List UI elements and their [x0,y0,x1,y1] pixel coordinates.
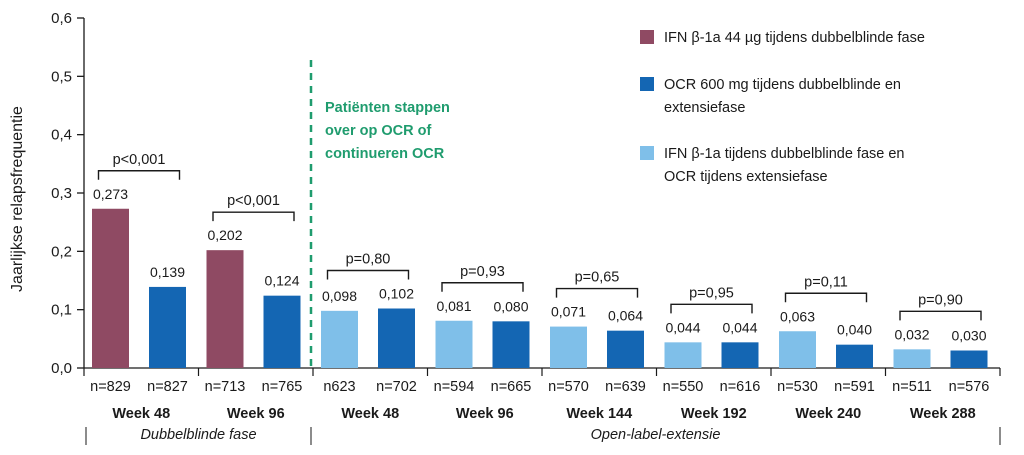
bar-ocr [263,295,301,368]
y-tick-label: 0,4 [51,127,72,144]
y-axis-label: Jaarlijkse relapsfrequentie [9,106,26,292]
week-label: Week 96 [456,406,514,422]
n-label: n=591 [834,379,875,395]
y-tick-label: 0,3 [51,185,72,202]
n-label: n=765 [262,379,303,395]
data-label: 0,040 [837,322,872,338]
week-label: Week 48 [112,406,170,422]
y-tick-label: 0,6 [51,10,72,27]
p-value-bracket [899,310,982,321]
p-value-bracket [97,170,181,180]
data-label: 0,080 [493,298,528,314]
y-tick-label: 0,0 [51,360,72,377]
switch-note-line: continueren OCR [325,146,445,162]
week-label: Week 192 [681,406,747,422]
n-label: n=511 [892,379,932,395]
switch-note-line: Patiënten stappen [325,100,450,116]
y-tick-label: 0,2 [51,243,72,260]
data-label: 0,139 [150,264,185,280]
n-label: n=550 [663,379,704,395]
n-label: n=530 [777,379,818,395]
legend-label: IFN β-1a tijdens dubbelblinde fase en [664,146,905,162]
p-value-bracket [326,269,410,280]
bar-ifn [206,250,244,368]
week-label: Week 144 [566,406,632,422]
p-value-label: p=0,11 [804,274,848,290]
week-label: Week 240 [795,406,861,422]
legend-label: OCR 600 mg tijdens dubbelblinde en [664,77,901,93]
p-value-bracket [670,303,753,314]
week-label: Week 288 [910,406,976,422]
p-value-bracket [555,287,639,298]
data-label: 0,044 [722,319,757,335]
legend-label: IFN β-1a 44 µg tijdens dubbelblinde fase [664,30,925,46]
legend-swatch-ocr [640,77,654,91]
bar-ifn_ocr [550,326,587,368]
legend-label: OCR tijdens extensiefase [664,169,828,185]
data-label: 0,030 [951,328,986,344]
data-label: 0,124 [264,273,299,289]
phase-label: Open-label-extensie [591,427,721,443]
p-value-label: p=0,93 [460,264,505,280]
week-label: Week 48 [341,406,399,422]
bar-ifn [92,208,129,368]
bar-ocr [836,344,873,368]
p-value-label: p<0,001 [113,152,166,168]
bar-ifn_ocr [435,320,473,368]
n-label: n=570 [548,379,589,395]
p-value-label: p=0,95 [689,285,734,301]
data-label: 0,071 [551,304,586,320]
n-label: n=576 [949,379,990,395]
data-label: 0,032 [894,326,929,342]
data-label: 0,202 [207,227,242,243]
data-label: 0,081 [436,298,471,314]
n-label: n=639 [605,379,646,395]
data-label: 0,098 [322,288,357,304]
week-label: Week 96 [227,406,285,422]
n-label: n=594 [434,379,475,395]
bar-ocr [149,286,186,368]
data-label: 0,064 [608,308,643,324]
n-label: n=713 [205,379,246,395]
bar-ifn_ocr [321,310,358,368]
bar-ocr [607,330,644,368]
data-label: 0,044 [665,319,700,335]
switch-note-line: over op OCR of [325,123,432,139]
data-label: 0,273 [93,186,128,202]
legend-label: extensiefase [664,100,745,116]
data-label: 0,063 [780,308,815,324]
n-label: n=829 [90,379,131,395]
p-value-bracket [784,292,868,303]
p-value-bracket [441,282,524,292]
y-tick-label: 0,1 [51,302,72,319]
p-value-label: p=0,90 [918,292,963,308]
p-value-label: p<0,001 [227,193,280,209]
p-value-label: p=0,65 [575,270,620,286]
legend-swatch-ifn_ocr [640,146,654,160]
bar-ocr [721,342,759,368]
bar-ifn_ocr [779,331,816,368]
p-value-label: p=0,80 [346,252,391,268]
n-label: n=616 [720,379,761,395]
bar-ocr [492,321,530,368]
legend-swatch-ifn [640,30,654,44]
bar-ocr [950,350,988,368]
n-label: n=702 [376,379,417,395]
phase-label: Dubbelblinde fase [140,427,256,443]
n-label: n623 [323,379,355,395]
bar-ifn_ocr [893,349,931,368]
n-label: n=665 [491,379,532,395]
bar-ifn_ocr [664,342,702,368]
data-label: 0,102 [379,286,414,302]
y-tick-label: 0,5 [51,68,72,85]
p-value-bracket [212,211,295,222]
n-label: n=827 [147,379,188,395]
bar-ocr [378,308,415,368]
